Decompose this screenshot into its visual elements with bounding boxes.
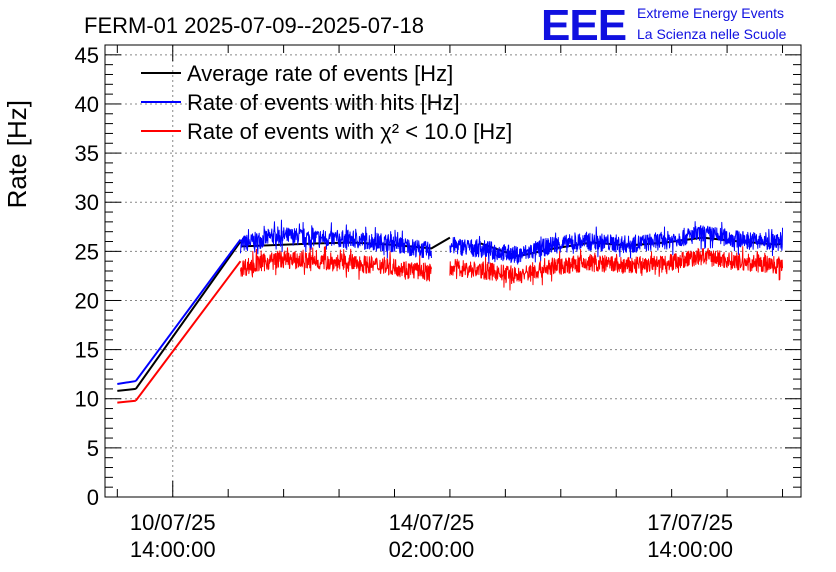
x-tick-label: 14:00:00: [130, 537, 216, 562]
y-tick-label: 30: [75, 190, 99, 215]
x-tick-label: 14/07/25: [389, 510, 475, 535]
legend-label-chi2: Rate of events with χ² < 10.0 [Hz]: [187, 119, 512, 144]
series-hits-segment-3: [449, 221, 784, 265]
y-tick-label: 5: [87, 436, 99, 461]
brand-subtitle: La Scienza nelle Scuole: [637, 26, 787, 42]
series-chi2-segment-3: [449, 246, 784, 291]
eee-logo: EEE: [541, 1, 626, 50]
brand-name: Extreme Energy Events: [637, 5, 784, 21]
y-tick-label: 35: [75, 141, 99, 166]
chart-title: FERM-01 2025-07-09--2025-07-18: [84, 13, 424, 38]
series-chi2-segment-0: [117, 399, 136, 404]
y-tick-label: 0: [87, 485, 99, 510]
axes: 05101520253035404510/07/2514:00:0014/07/…: [75, 43, 801, 562]
y-tick-label: 10: [75, 387, 99, 412]
legend: Average rate of events [Hz] Rate of event…: [141, 61, 512, 144]
series-hits-segment-0: [117, 380, 136, 385]
series-hits-segment-2: [240, 219, 432, 260]
y-tick-label: 40: [75, 92, 99, 117]
series-average-segment-1: [134, 240, 242, 390]
grid: [105, 45, 801, 497]
y-tick-label: 20: [75, 288, 99, 313]
x-tick-label: 14:00:00: [647, 537, 733, 562]
y-tick-label: 45: [75, 43, 99, 68]
y-tick-label: 25: [75, 239, 99, 264]
y-axis-label: Rate [Hz]: [2, 100, 32, 208]
x-tick-label: 10/07/25: [130, 510, 216, 535]
x-tick-label: 17/07/25: [647, 510, 733, 535]
series-chi2-segment-2: [240, 246, 432, 282]
series-average-segment-0: [117, 387, 136, 392]
series-layer: [117, 219, 784, 404]
series-hits-segment-1: [134, 238, 242, 382]
y-tick-label: 15: [75, 338, 99, 363]
legend-label-average: Average rate of events [Hz]: [187, 61, 453, 86]
legend-label-hits: Rate of events with hits [Hz]: [187, 90, 460, 115]
x-tick-label: 02:00:00: [389, 537, 475, 562]
series-chi2-segment-1: [135, 260, 242, 402]
